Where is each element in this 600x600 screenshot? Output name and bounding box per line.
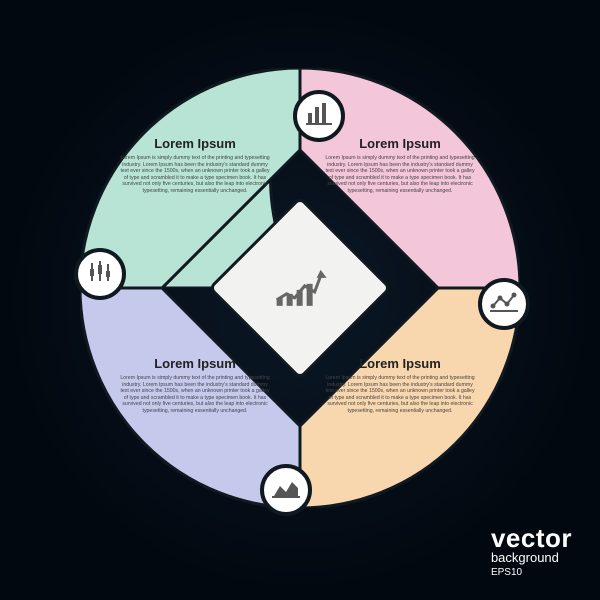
segment-body: Lorem Ipsum is simply dummy text of the … bbox=[120, 155, 270, 194]
segment-body: Lorem Ipsum is simply dummy text of the … bbox=[325, 155, 475, 194]
segment-title: Lorem Ipsum bbox=[325, 136, 475, 151]
badge-bottom bbox=[260, 464, 312, 516]
area-chart-icon bbox=[272, 478, 300, 503]
badge-left bbox=[74, 248, 126, 300]
segment-text-top-right: Lorem Ipsum Lorem Ipsum is simply dummy … bbox=[325, 136, 475, 194]
growth-arrow-icon bbox=[273, 264, 327, 313]
bar-chart-icon bbox=[306, 103, 332, 130]
footer-line3: EPS10 bbox=[491, 567, 572, 578]
segment-title: Lorem Ipsum bbox=[325, 356, 475, 371]
badge-top bbox=[293, 90, 345, 142]
pinwheel-diagram: Lorem Ipsum Lorem Ipsum is simply dummy … bbox=[80, 68, 520, 508]
segment-text-bottom-left: Lorem Ipsum Lorem Ipsum is simply dummy … bbox=[120, 356, 270, 414]
footer-line1: vector bbox=[491, 527, 572, 550]
segment-title: Lorem Ipsum bbox=[120, 136, 270, 151]
badge-right bbox=[478, 278, 530, 330]
analytics-dots-icon bbox=[490, 292, 518, 317]
segment-text-top-left: Lorem Ipsum Lorem Ipsum is simply dummy … bbox=[120, 136, 270, 194]
segment-text-bottom-right: Lorem Ipsum Lorem Ipsum is simply dummy … bbox=[325, 356, 475, 414]
candlestick-icon bbox=[87, 261, 113, 288]
segment-title: Lorem Ipsum bbox=[120, 356, 270, 371]
footer-label: vector background EPS10 bbox=[491, 527, 572, 578]
segment-body: Lorem Ipsum is simply dummy text of the … bbox=[120, 375, 270, 414]
segment-body: Lorem Ipsum is simply dummy text of the … bbox=[325, 375, 475, 414]
